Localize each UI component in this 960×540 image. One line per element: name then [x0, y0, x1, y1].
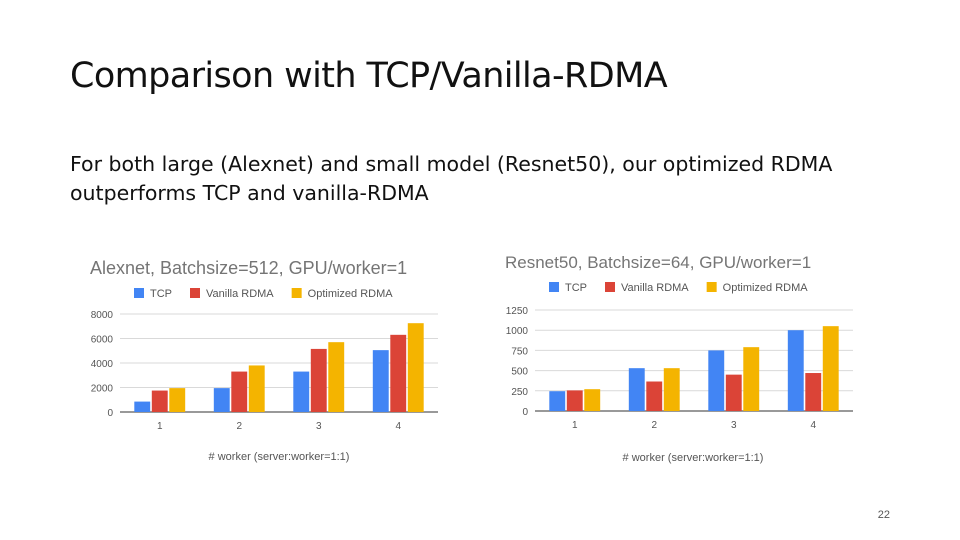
y-tick-label: 250 [511, 387, 528, 398]
bar [822, 326, 839, 411]
x-tick-label: 3 [731, 420, 737, 431]
y-tick-label: 6000 [91, 335, 114, 346]
bar [407, 323, 424, 412]
chart-title: Alexnet, Batchsize=512, GPU/worker=1 [90, 258, 407, 278]
y-tick-label: 2000 [91, 384, 114, 395]
legend-swatch-0 [549, 282, 559, 292]
slide-title: Comparison with TCP/Vanilla-RDMA [70, 56, 668, 96]
y-tick-label: 8000 [91, 310, 114, 321]
legend-label: Vanilla RDMA [206, 288, 274, 300]
chart-title: Resnet50, Batchsize=64, GPU/worker=1 [505, 253, 811, 272]
y-tick-label: 1250 [506, 306, 529, 317]
legend-label: TCP [565, 282, 587, 294]
x-axis-label: # worker (server:worker=1:1) [209, 451, 350, 463]
bar [743, 347, 760, 411]
x-axis-ticks: 1 2 3 4 [157, 421, 402, 432]
bar [663, 368, 680, 411]
bar [549, 391, 566, 411]
chart-legend: TCP Vanilla RDMA Optimized RDMA [549, 282, 808, 294]
bar [584, 389, 601, 411]
bar [151, 390, 168, 412]
bar [787, 330, 804, 411]
x-tick-label: 2 [651, 420, 657, 431]
y-tick-label: 0 [107, 408, 113, 419]
bar [328, 342, 345, 412]
bar [248, 365, 265, 412]
y-axis-ticks: 0 2000 4000 6000 8000 [91, 310, 114, 419]
bar [231, 371, 248, 412]
bar [390, 334, 407, 412]
chart-legend: TCP Vanilla RDMA Optimized RDMA [134, 288, 393, 300]
legend-swatch-1 [190, 288, 200, 298]
legend-swatch-1 [605, 282, 615, 292]
legend-swatch-2 [706, 282, 717, 292]
x-axis-ticks: 1 2 3 4 [572, 420, 817, 431]
x-tick-label: 1 [572, 420, 578, 431]
x-tick-label: 3 [316, 421, 322, 432]
y-tick-label: 0 [522, 407, 528, 418]
legend-label: TCP [150, 288, 172, 300]
bar [134, 401, 151, 412]
x-tick-label: 1 [157, 421, 163, 432]
bar [708, 350, 725, 411]
chart-bars [134, 323, 424, 412]
y-axis-ticks: 0 250 500 750 1000 1250 [506, 306, 529, 418]
page-number: 22 [877, 509, 890, 521]
y-tick-label: 1000 [506, 326, 529, 337]
legend-label: Vanilla RDMA [621, 282, 689, 294]
bar [805, 373, 822, 411]
bar [169, 388, 186, 412]
y-tick-label: 500 [511, 367, 528, 378]
chart-bars [549, 326, 839, 411]
legend-swatch-2 [291, 288, 302, 298]
legend-swatch-0 [134, 288, 144, 298]
y-tick-label: 750 [511, 346, 528, 357]
resnet50-bar-chart: Resnet50, Batchsize=64, GPU/worker=1 TCP… [505, 253, 853, 464]
bar [310, 348, 327, 412]
bar [213, 388, 230, 412]
bar [372, 350, 389, 412]
slide-body-text: For both large (Alexnet) and small model… [70, 152, 833, 205]
bar [293, 371, 310, 412]
bar [725, 374, 742, 411]
y-tick-label: 4000 [91, 359, 114, 370]
bar [628, 368, 645, 411]
x-tick-label: 4 [810, 420, 816, 431]
x-tick-label: 4 [395, 421, 401, 432]
alexnet-bar-chart: Alexnet, Batchsize=512, GPU/worker=1 TCP… [90, 258, 438, 463]
bar [646, 381, 663, 411]
bar [566, 390, 583, 411]
legend-label: Optimized RDMA [308, 288, 394, 300]
legend-label: Optimized RDMA [723, 282, 809, 294]
x-axis-label: # worker (server:worker=1:1) [623, 452, 764, 464]
x-tick-label: 2 [236, 421, 242, 432]
